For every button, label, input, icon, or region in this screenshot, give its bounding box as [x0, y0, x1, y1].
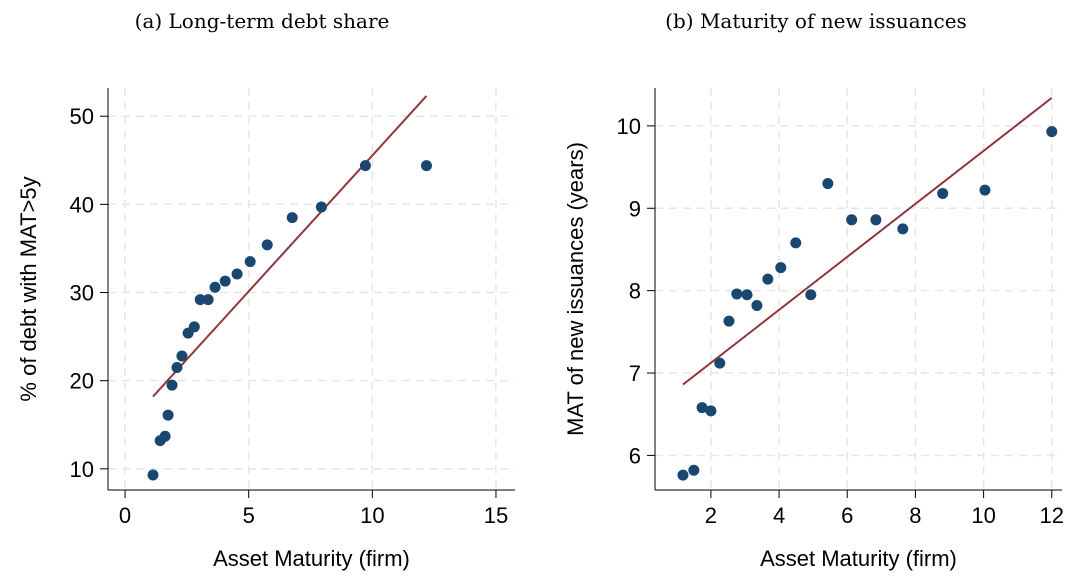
- y-tick-label: 40: [70, 192, 94, 217]
- y-tick-label: 10: [617, 114, 641, 139]
- y-tick-label: 6: [629, 443, 641, 468]
- point: [870, 214, 882, 226]
- y-tick-label: 50: [70, 104, 94, 129]
- x-axis-label: Asset Maturity (firm): [760, 546, 957, 571]
- point: [176, 350, 188, 362]
- point: [897, 223, 909, 235]
- x-tick-label: 10: [360, 503, 384, 528]
- x-tick-label: 5: [243, 503, 255, 528]
- y-tick-label: 9: [629, 196, 641, 221]
- x-tick-label: 2: [705, 503, 717, 528]
- chart-title: (a) Long-term debt share: [135, 9, 390, 33]
- point: [231, 268, 243, 280]
- point: [420, 160, 432, 172]
- x-axis-label: Asset Maturity (firm): [213, 546, 410, 571]
- point: [731, 288, 743, 300]
- point: [261, 239, 273, 251]
- y-tick-label: 8: [629, 279, 641, 304]
- point: [159, 430, 171, 442]
- x-tick-label: 4: [773, 503, 785, 528]
- y-axis-label: MAT of new issuances (years): [563, 142, 588, 436]
- y-axis-label: % of debt with MAT>5y: [16, 176, 41, 401]
- x-tick-label: 15: [484, 503, 508, 528]
- fit-line: [152, 95, 428, 398]
- point: [147, 469, 159, 481]
- x-tick-label: 8: [909, 503, 921, 528]
- point: [775, 262, 787, 274]
- point: [696, 402, 708, 414]
- point: [202, 294, 214, 306]
- point: [790, 237, 802, 249]
- fit-line: [682, 97, 1053, 386]
- point: [286, 212, 298, 224]
- point: [751, 299, 763, 311]
- x-tick-label: 10: [971, 503, 995, 528]
- point: [677, 469, 689, 481]
- point: [166, 379, 178, 391]
- x-tick-label: 12: [1040, 503, 1064, 528]
- point: [741, 289, 753, 301]
- point: [209, 281, 221, 293]
- point: [219, 275, 231, 287]
- point: [979, 184, 991, 196]
- point: [359, 160, 371, 172]
- chart-title: (b) Maturity of new issuances: [665, 9, 967, 33]
- point: [194, 294, 206, 306]
- point: [762, 273, 774, 285]
- point: [188, 321, 200, 333]
- y-tick-label: 30: [70, 281, 94, 306]
- point: [1046, 126, 1058, 138]
- y-tick-label: 10: [70, 457, 94, 482]
- point: [688, 464, 700, 476]
- point: [822, 178, 834, 190]
- point: [723, 315, 735, 327]
- point: [162, 409, 174, 421]
- point: [846, 214, 858, 226]
- point: [244, 256, 256, 268]
- point: [171, 361, 183, 373]
- point: [315, 201, 327, 213]
- point: [805, 289, 817, 301]
- x-tick-label: 0: [119, 503, 131, 528]
- point: [937, 187, 949, 199]
- y-tick-label: 20: [70, 369, 94, 394]
- point: [705, 405, 717, 417]
- point: [714, 357, 726, 369]
- x-tick-label: 6: [841, 503, 853, 528]
- y-tick-label: 7: [629, 361, 641, 386]
